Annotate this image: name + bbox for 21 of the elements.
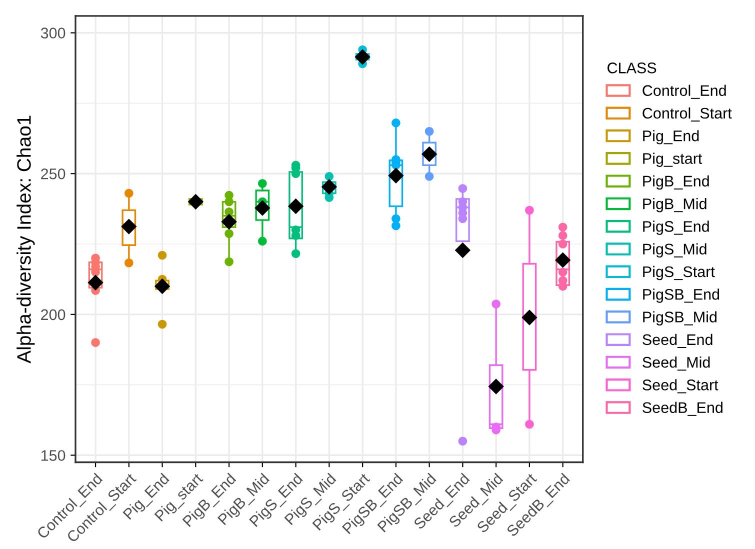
y-tick-label: 150	[41, 450, 66, 461]
legend-label: Pig_start	[643, 152, 702, 167]
legend-label: PigS_End	[643, 220, 709, 235]
legend-label: PigS_Mid	[643, 243, 706, 258]
legend-label: PigSB_Mid	[643, 311, 716, 326]
legend-label: Pig_End	[643, 130, 699, 144]
legend-label: Seed_Start	[642, 379, 718, 394]
legend-label: Seed_End	[642, 334, 712, 348]
legend-title: CLASS	[608, 62, 656, 74]
y-tick-label: 250	[41, 168, 66, 180]
legend-label: Control_Start	[642, 107, 732, 122]
y-tick-label: 300	[40, 28, 66, 39]
legend-label: SeedB_End	[642, 402, 722, 416]
legend-label: Control_End	[642, 84, 726, 99]
legend-label: Seed_Mid	[642, 356, 710, 371]
legend-label: PigB_End	[643, 175, 709, 190]
legend-label: PigB_Mid	[643, 198, 706, 212]
y-tick-label: 200	[41, 309, 66, 320]
legend-label: PigS_Start	[643, 266, 715, 280]
y-axis-title: Alpha-diversity Index: Chao1	[16, 116, 35, 364]
legend-label: PigSB_End	[643, 288, 720, 303]
